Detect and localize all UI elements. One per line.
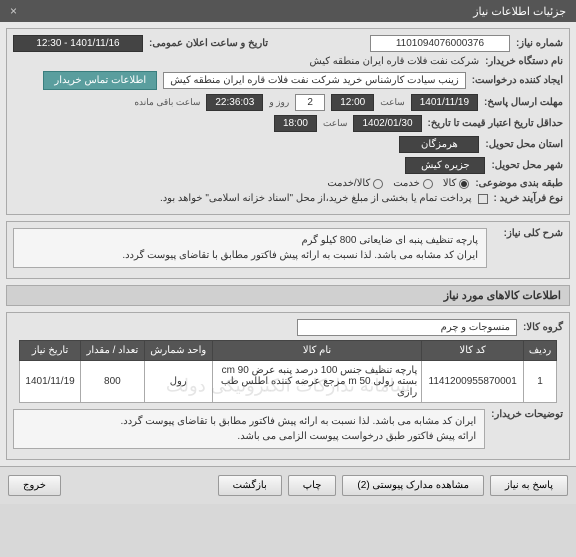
td-date: 1401/11/19 <box>20 361 81 403</box>
td-name: پارچه تنظیف جنس 100 درصد پنبه عرض cm 90 … <box>212 361 421 403</box>
time-label-1: ساعت <box>380 97 405 108</box>
th-code: کد کالا <box>422 341 524 361</box>
deadline-date: 1401/11/19 <box>411 94 478 111</box>
goods-section-title: اطلاعات کالاهای مورد نیاز <box>6 285 570 306</box>
back-button[interactable]: بازگشت <box>218 475 282 496</box>
buy-type-label: نوع فرآیند خرید : <box>494 193 563 204</box>
radio-goods-input[interactable] <box>459 179 469 189</box>
header-bar: جزئیات اطلاعات نیاز × <box>0 0 576 22</box>
device-value: شرکت نفت فلات قاره ایران منطقه کیش <box>310 56 480 67</box>
announce-label: تاریخ و ساعت اعلان عمومی: <box>149 38 268 49</box>
radio-combo[interactable]: کالا/خدمت <box>327 178 383 189</box>
niaz-no-label: شماره نیاز: <box>516 38 563 49</box>
deadline-time: 12:00 <box>331 94 374 111</box>
td-qty: 800 <box>81 361 145 403</box>
buy-type-checkbox[interactable] <box>478 194 488 204</box>
radio-service-input[interactable] <box>423 179 433 189</box>
deadline-label: مهلت ارسال پاسخ: <box>484 97 563 108</box>
header-title: جزئیات اطلاعات نیاز <box>473 5 566 18</box>
days-label: روز و <box>269 97 289 108</box>
device-label: نام دستگاه خریدار: <box>485 56 563 67</box>
th-idx: ردیف <box>524 341 557 361</box>
th-date: تاریخ نیاز <box>20 341 81 361</box>
desc-section: شرح کلی نیاز: پارچه تنظیف پنبه ای ضایعات… <box>6 221 570 279</box>
niaz-no-field: 1101094076000376 <box>370 35 510 52</box>
spec-label: طبقه بندی موضوعی: <box>475 178 563 189</box>
exit-button[interactable]: خروج <box>8 475 61 496</box>
valid-label: حداقل تاریخ اعتبار قیمت تا تاریخ: <box>428 118 563 129</box>
creator-value: زینب سیادت کارشناس خرید شرکت نفت فلات قا… <box>163 72 465 89</box>
radio-goods[interactable]: کالا <box>443 178 470 189</box>
goods-group-label: گروه کالا: <box>523 322 563 333</box>
valid-date: 1402/01/30 <box>353 115 421 132</box>
days-field: 2 <box>295 94 325 111</box>
td-idx: 1 <box>524 361 557 403</box>
creator-label: ایجاد کننده درخواست: <box>472 75 563 86</box>
radio-combo-input[interactable] <box>373 179 383 189</box>
buyer-notes-box: ایران کد مشابه می باشد. لذا نسبت به ارائ… <box>13 409 485 449</box>
category-radio-group: کالا خدمت کالا/خدمت <box>327 178 469 189</box>
remain-label: ساعت باقی مانده <box>134 97 200 108</box>
td-code: 1141200955870001 <box>422 361 524 403</box>
desc-label: شرح کلی نیاز: <box>493 228 563 239</box>
province-field: هرمزگان <box>399 136 479 153</box>
contact-button[interactable]: اطلاعات تماس خریدار <box>43 71 157 90</box>
th-unit: واحد شمارش <box>144 341 212 361</box>
td-unit: رول <box>144 361 212 403</box>
th-name: نام کالا <box>212 341 421 361</box>
buyer-notes-label: توضیحات خریدار: <box>491 409 563 420</box>
buy-note: پرداخت تمام یا بخشی از مبلغ خرید،از محل … <box>160 193 472 204</box>
goods-section: گروه کالا: منسوجات و چرم سامانه تدارکات … <box>6 312 570 460</box>
reply-button[interactable]: پاسخ به نیاز <box>490 475 568 496</box>
footer-buttons: پاسخ به نیاز مشاهده مدارک پیوستی (2) چاپ… <box>0 466 576 504</box>
announce-value: 1401/11/16 - 12:30 <box>13 35 143 52</box>
th-qty: تعداد / مقدار <box>81 341 145 361</box>
remain-time: 22:36:03 <box>206 94 263 111</box>
goods-group-field: منسوجات و چرم <box>297 319 517 336</box>
table-row: 1 1141200955870001 پارچه تنظیف جنس 100 د… <box>20 361 557 403</box>
province-label: استان محل تحویل: <box>485 139 563 150</box>
close-icon[interactable]: × <box>10 4 17 18</box>
print-button[interactable]: چاپ <box>288 475 337 496</box>
main-info-section: شماره نیاز: 1101094076000376 تاریخ و ساع… <box>6 28 570 215</box>
valid-time: 18:00 <box>274 115 317 132</box>
table-header-row: ردیف کد کالا نام کالا واحد شمارش تعداد /… <box>20 341 557 361</box>
city-label: شهر محل تحویل: <box>491 160 563 171</box>
desc-box: پارچه تنظیف پنبه ای ضایعاتی 800 کیلو گرم… <box>13 228 487 268</box>
radio-service[interactable]: خدمت <box>393 178 433 189</box>
time-label-2: ساعت <box>323 118 348 129</box>
goods-table: ردیف کد کالا نام کالا واحد شمارش تعداد /… <box>19 340 557 403</box>
city-field: جزیره کیش <box>405 157 485 174</box>
attach-button[interactable]: مشاهده مدارک پیوستی (2) <box>342 475 484 496</box>
